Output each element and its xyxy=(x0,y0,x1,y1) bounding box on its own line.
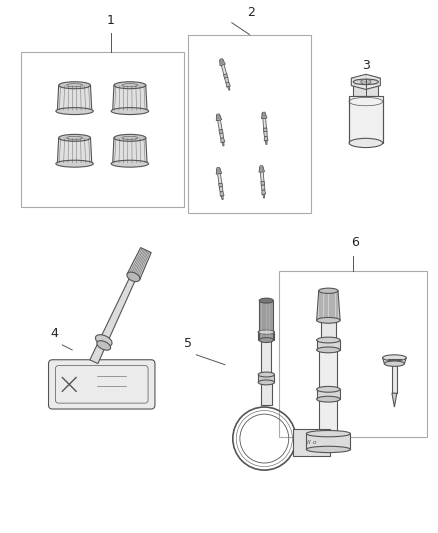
Text: 2: 2 xyxy=(247,6,255,19)
Polygon shape xyxy=(261,112,267,119)
Polygon shape xyxy=(219,183,223,187)
Bar xyxy=(279,271,427,437)
Polygon shape xyxy=(259,166,265,172)
Ellipse shape xyxy=(59,82,91,88)
Bar xyxy=(258,375,275,382)
Polygon shape xyxy=(221,196,223,200)
Bar xyxy=(317,340,340,350)
Polygon shape xyxy=(226,82,230,87)
Polygon shape xyxy=(219,130,223,133)
FancyBboxPatch shape xyxy=(49,360,155,409)
Ellipse shape xyxy=(353,79,378,85)
Polygon shape xyxy=(57,138,92,164)
Polygon shape xyxy=(219,133,223,139)
Polygon shape xyxy=(264,136,268,141)
Ellipse shape xyxy=(385,361,404,366)
Polygon shape xyxy=(264,132,267,136)
Ellipse shape xyxy=(56,108,93,115)
Text: 6: 6 xyxy=(351,236,359,249)
Polygon shape xyxy=(261,182,265,185)
Polygon shape xyxy=(262,190,266,195)
Bar xyxy=(188,35,311,213)
Polygon shape xyxy=(382,358,406,364)
Bar xyxy=(317,389,340,399)
Polygon shape xyxy=(216,114,222,120)
Bar xyxy=(349,95,382,143)
Ellipse shape xyxy=(95,335,112,346)
Text: II o: II o xyxy=(307,440,316,445)
Polygon shape xyxy=(317,291,340,320)
Ellipse shape xyxy=(259,337,273,343)
Ellipse shape xyxy=(317,347,340,353)
Polygon shape xyxy=(263,128,267,132)
Polygon shape xyxy=(221,64,226,75)
Ellipse shape xyxy=(382,355,406,361)
Polygon shape xyxy=(90,276,136,364)
Bar xyxy=(261,340,271,375)
Polygon shape xyxy=(223,74,228,78)
Ellipse shape xyxy=(306,431,350,437)
Bar xyxy=(261,375,272,405)
Ellipse shape xyxy=(114,134,146,141)
Polygon shape xyxy=(216,167,222,174)
Ellipse shape xyxy=(127,272,140,281)
Ellipse shape xyxy=(317,337,340,343)
Polygon shape xyxy=(263,194,265,198)
Polygon shape xyxy=(224,77,229,83)
Bar xyxy=(293,429,330,456)
Ellipse shape xyxy=(258,372,275,377)
Ellipse shape xyxy=(111,108,148,115)
Polygon shape xyxy=(218,120,222,130)
Bar xyxy=(21,52,184,207)
Polygon shape xyxy=(218,173,222,183)
Polygon shape xyxy=(260,172,264,182)
Text: 4: 4 xyxy=(50,327,58,340)
Bar xyxy=(319,350,337,389)
Polygon shape xyxy=(265,141,267,144)
Text: 1: 1 xyxy=(107,14,115,27)
Ellipse shape xyxy=(56,160,93,167)
Ellipse shape xyxy=(59,134,91,141)
Ellipse shape xyxy=(306,446,350,453)
Polygon shape xyxy=(222,142,224,146)
Ellipse shape xyxy=(97,341,111,350)
Bar xyxy=(258,332,275,340)
Bar xyxy=(321,320,336,340)
Ellipse shape xyxy=(349,139,382,148)
Ellipse shape xyxy=(258,330,275,334)
Text: 3: 3 xyxy=(362,59,370,72)
Polygon shape xyxy=(392,393,397,407)
Bar xyxy=(259,301,273,340)
Polygon shape xyxy=(113,85,147,111)
Ellipse shape xyxy=(317,386,340,392)
Polygon shape xyxy=(220,191,224,196)
Ellipse shape xyxy=(361,79,371,84)
Polygon shape xyxy=(263,118,266,128)
Polygon shape xyxy=(57,85,92,111)
Ellipse shape xyxy=(319,288,338,293)
Bar xyxy=(353,82,378,95)
Bar xyxy=(306,434,350,449)
Ellipse shape xyxy=(259,298,273,303)
Text: 5: 5 xyxy=(184,337,192,350)
Polygon shape xyxy=(113,138,147,164)
Polygon shape xyxy=(261,185,265,190)
Polygon shape xyxy=(228,86,230,90)
Ellipse shape xyxy=(317,396,340,402)
Polygon shape xyxy=(220,59,226,66)
Polygon shape xyxy=(219,187,223,192)
Polygon shape xyxy=(221,138,225,143)
Ellipse shape xyxy=(317,318,340,323)
Polygon shape xyxy=(351,74,380,90)
Ellipse shape xyxy=(258,380,275,385)
Bar xyxy=(319,399,337,434)
Polygon shape xyxy=(127,248,151,280)
Ellipse shape xyxy=(114,82,146,88)
Bar xyxy=(392,364,397,393)
Ellipse shape xyxy=(111,160,148,167)
